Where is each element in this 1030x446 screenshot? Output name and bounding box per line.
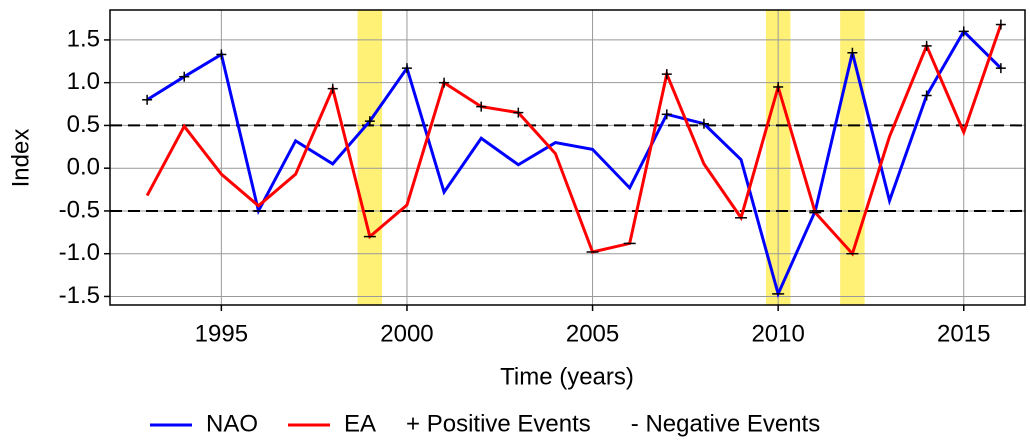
legend-label: - Negative Events [631,410,820,437]
positive-event [995,19,1006,30]
y-tick-label: 0.5 [67,111,100,138]
positive-event [921,40,932,51]
y-tick-label: -1.0 [59,239,100,266]
positive-event [847,47,858,58]
x-tick-label: 2010 [751,320,804,347]
x-tick-label: 2000 [380,320,433,347]
positive-event [401,63,412,74]
y-tick-label: 0.0 [67,154,100,181]
legend-label: NAO [206,410,258,437]
positive-event [364,116,375,127]
y-tick-label: 1.0 [67,68,100,95]
x-axis-label: Time (years) [500,363,634,390]
positive-event [995,63,1006,74]
x-tick-label: 1995 [195,320,248,347]
positive-event [698,118,709,129]
highlight-band [357,10,383,305]
positive-event [179,71,190,82]
positive-event [958,26,969,37]
positive-event [661,109,672,120]
positive-event [773,81,784,92]
positive-event [439,77,450,88]
positive-event [921,90,932,101]
positive-event [327,83,338,94]
x-tick-label: 2005 [566,320,619,347]
positive-event [142,94,153,105]
legend-label: EA [344,410,376,437]
positive-event [513,107,524,118]
y-axis-label: Index [7,129,34,188]
series-line [145,24,1003,257]
y-tick-label: -1.5 [59,282,100,309]
legend-label: + Positive Events [406,410,591,437]
x-tick-label: 2015 [937,320,990,347]
positive-event [476,101,487,112]
plot-frame [109,9,1026,306]
positive-event [661,69,672,80]
positive-event [216,49,227,60]
series-line [146,28,1002,299]
y-tick-label: -0.5 [59,196,100,223]
y-tick-label: 1.5 [67,25,100,52]
